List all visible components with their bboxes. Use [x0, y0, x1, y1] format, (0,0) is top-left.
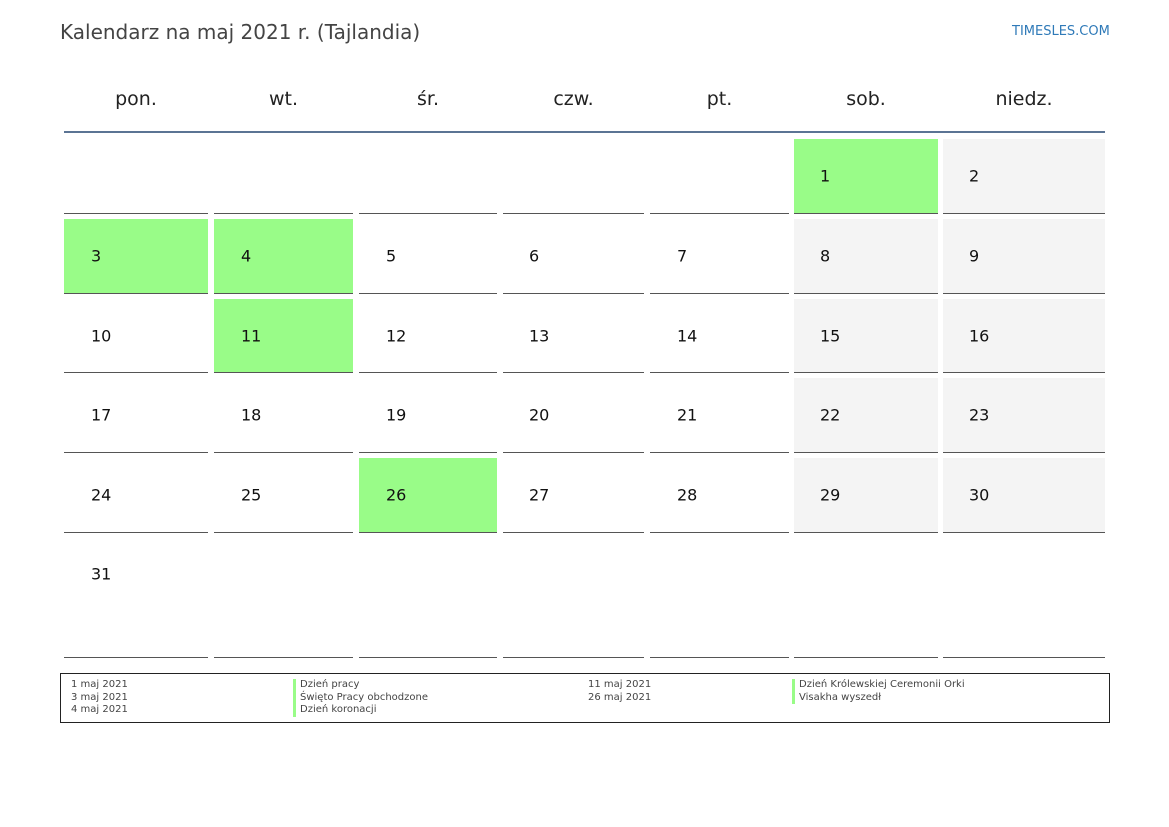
day-cell: 25 — [214, 458, 353, 533]
day-cell: 1 — [794, 139, 938, 214]
weekday-header: czw. — [553, 88, 594, 110]
day-cell: 16 — [943, 299, 1105, 373]
day-cell — [794, 538, 938, 658]
day-cell: 23 — [943, 378, 1105, 453]
day-number: 10 — [91, 326, 112, 345]
day-cell: 26 — [359, 458, 497, 533]
day-cell — [359, 139, 497, 214]
day-number: 28 — [677, 485, 698, 505]
day-cell — [650, 538, 789, 658]
holiday-date: 3 maj 2021 — [71, 691, 128, 703]
weekday-header: pt. — [706, 88, 733, 110]
day-number: 26 — [386, 485, 407, 505]
day-cell: 4 — [214, 219, 353, 294]
day-number: 22 — [820, 405, 841, 425]
holiday-date: 11 maj 2021 — [588, 679, 652, 690]
day-cell — [650, 139, 789, 214]
day-number: 4 — [241, 246, 252, 266]
day-cell: 3 — [64, 219, 208, 294]
weekday-header: sob. — [846, 88, 886, 110]
day-number: 8 — [820, 246, 831, 266]
weekday-header: wt. — [268, 88, 299, 110]
day-number: 2 — [969, 166, 980, 186]
day-number: 17 — [91, 405, 112, 425]
day-number: 19 — [386, 405, 407, 425]
holiday-name: Dzień koronacji — [293, 704, 376, 717]
day-cell — [214, 139, 353, 214]
day-number: 12 — [386, 326, 407, 345]
day-cell: 13 — [503, 299, 644, 373]
day-cell: 22 — [794, 378, 938, 453]
day-cell — [359, 538, 497, 658]
day-cell: 24 — [64, 458, 208, 533]
day-cell — [503, 538, 644, 658]
day-cell: 28 — [650, 458, 789, 533]
holiday-name: Visakha wyszedł — [792, 691, 881, 704]
day-cell: 2 — [943, 139, 1105, 214]
day-cell: 10 — [64, 299, 208, 373]
day-number: 15 — [820, 326, 841, 345]
day-cell: 7 — [650, 219, 789, 294]
day-cell: 20 — [503, 378, 644, 453]
day-cell: 27 — [503, 458, 644, 533]
title: Kalendarz na maj 2021 r. (Tajlandia) — [60, 20, 421, 44]
day-number: 5 — [386, 246, 397, 266]
day-number: 25 — [241, 485, 262, 505]
day-cell — [64, 139, 208, 214]
day-number: 23 — [969, 405, 990, 425]
holiday-name: Święto Pracy obchodzone — [293, 691, 428, 704]
day-number: 1 — [820, 166, 831, 186]
day-cell: 8 — [794, 219, 938, 294]
day-cell: 12 — [359, 299, 497, 373]
day-cell: 9 — [943, 219, 1105, 294]
day-cell: 11 — [214, 299, 353, 373]
legend: 1 maj 2021 Dzień pracy 3 maj 2021 Święto Pr… — [60, 673, 1110, 723]
day-number: 29 — [820, 485, 841, 505]
day-cell: 21 — [650, 378, 789, 453]
day-cell — [503, 139, 644, 214]
holiday-date: 4 maj 2021 — [71, 704, 128, 715]
day-number: 31 — [91, 564, 112, 584]
holiday-name: Dzień pracy — [293, 679, 359, 692]
day-cell: 19 — [359, 378, 497, 453]
day-cell: 17 — [64, 378, 208, 453]
day-number: 7 — [677, 246, 688, 266]
day-number: 9 — [969, 246, 980, 266]
header-rule — [64, 131, 1105, 133]
weekday-header: pon. — [115, 88, 157, 110]
day-number: 3 — [91, 246, 102, 266]
day-number: 18 — [241, 405, 262, 425]
day-cell — [943, 538, 1105, 658]
day-cell: 5 — [359, 219, 497, 294]
holiday-date: 26 maj 2021 — [588, 691, 652, 703]
day-cell: 30 — [943, 458, 1105, 533]
holiday-name: Dzień Królewskiej Ceremonii Orki — [792, 679, 965, 692]
day-number: 6 — [529, 246, 540, 266]
day-number: 14 — [677, 326, 698, 345]
day-cell: 6 — [503, 219, 644, 294]
day-number: 11 — [241, 326, 262, 345]
day-cell: 29 — [794, 458, 938, 533]
day-number: 21 — [677, 405, 698, 425]
day-cell: 15 — [794, 299, 938, 373]
day-cell: 18 — [214, 378, 353, 453]
day-number: 16 — [969, 326, 990, 345]
holiday-date: 1 maj 2021 — [71, 679, 128, 690]
day-number: 24 — [91, 485, 112, 505]
day-cell — [214, 538, 353, 658]
day-number: 13 — [529, 326, 550, 345]
day-cell: 14 — [650, 299, 789, 373]
weekday-header: śr. — [416, 88, 439, 110]
site-link[interactable]: TIMESLES.COM — [1012, 24, 1110, 39]
day-cell: 31 — [64, 538, 208, 658]
day-number: 27 — [529, 485, 550, 505]
day-number: 30 — [969, 485, 990, 505]
weekday-header: niedz. — [995, 88, 1053, 110]
day-number: 20 — [529, 405, 550, 425]
